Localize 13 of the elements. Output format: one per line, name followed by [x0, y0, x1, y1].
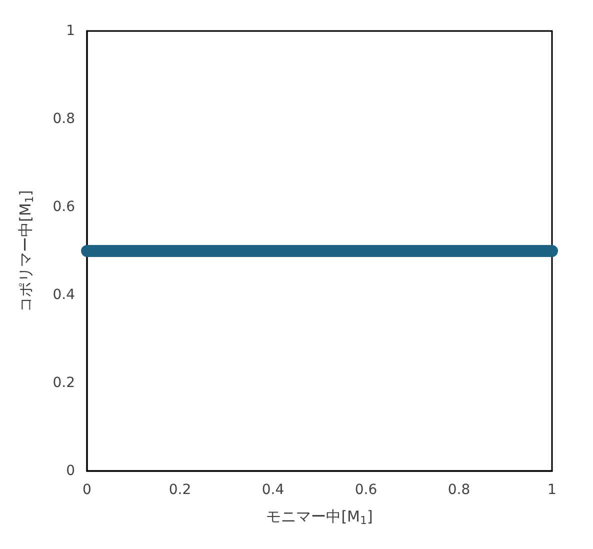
x-tick-label: 0 [82, 482, 92, 498]
y-tick-label: 0.4 [52, 287, 76, 303]
y-tick-label: 1 [66, 23, 75, 39]
x-tick-label: 0.4 [262, 482, 284, 498]
y-tick-label: 0.8 [52, 111, 75, 127]
y-tick-label: 0.6 [52, 199, 76, 215]
x-tick-label: 1 [548, 482, 556, 498]
y-tick-label: 0 [66, 463, 75, 479]
x-tick-label: 0.2 [168, 482, 192, 498]
y-axis-title: コポリマー中[M1] [16, 190, 36, 312]
y-tick-label: 0.2 [52, 375, 75, 391]
x-tick-label: 0.8 [448, 482, 470, 498]
x-tick-label: 0.6 [354, 482, 378, 498]
